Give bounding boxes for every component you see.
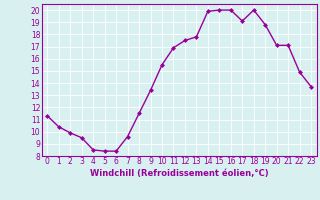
X-axis label: Windchill (Refroidissement éolien,°C): Windchill (Refroidissement éolien,°C) xyxy=(90,169,268,178)
